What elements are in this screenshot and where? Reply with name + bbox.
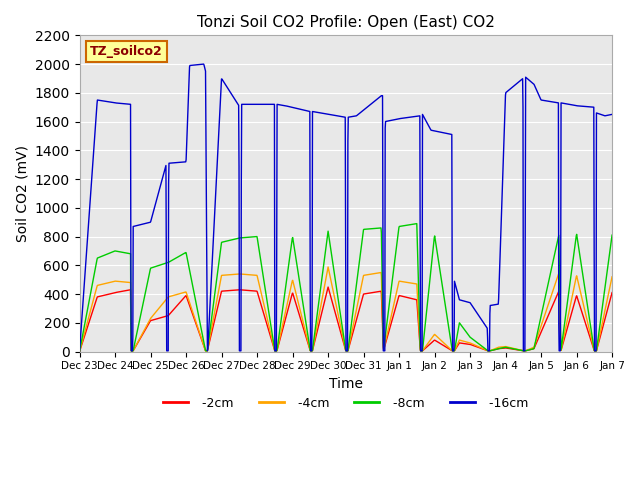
X-axis label: Time: Time [329, 377, 363, 391]
Text: TZ_soilco2: TZ_soilco2 [90, 45, 163, 58]
Legend:  -2cm,  -4cm,  -8cm,  -16cm: -2cm, -4cm, -8cm, -16cm [158, 392, 533, 415]
Title: Tonzi Soil CO2 Profile: Open (East) CO2: Tonzi Soil CO2 Profile: Open (East) CO2 [197, 15, 495, 30]
Y-axis label: Soil CO2 (mV): Soil CO2 (mV) [15, 145, 29, 242]
